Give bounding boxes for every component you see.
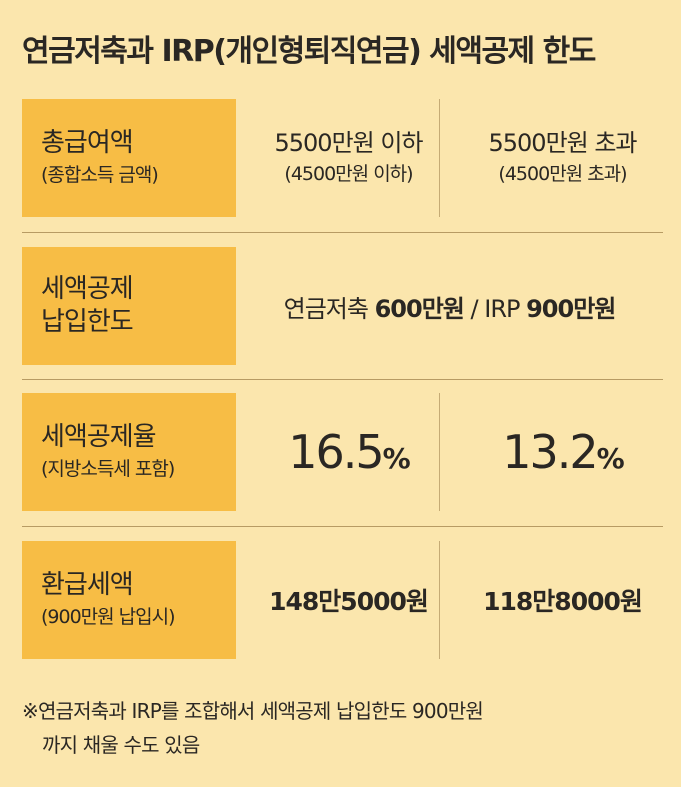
row-label-main: 총급여액 <box>41 127 134 158</box>
footnote-line-1: ※연금저축과 IRP를 조합해서 세액공제 납입한도 900만원 <box>22 699 484 723</box>
pension-label: 연금저축 <box>283 294 369 323</box>
income-high-main: 5500만원 초과 <box>488 129 637 157</box>
rate-cell-low: 16.5% <box>236 393 461 511</box>
rate-low-number: 16.5 <box>288 425 384 479</box>
row-label-limit: 세액공제 납입한도 <box>22 247 236 365</box>
column-divider <box>439 541 440 659</box>
row-label-income: 총급여액 (종합소득 금액) <box>22 99 236 217</box>
rate-high-unit: % <box>596 442 625 475</box>
irp-label: IRP <box>484 294 520 323</box>
refund-cell-high: 118만8000원 <box>462 541 663 659</box>
rate-high-number: 13.2 <box>502 425 598 479</box>
row-label-sub: (900만원 납입시) <box>41 605 176 628</box>
refund-low-value: 148만5000원 <box>269 587 429 616</box>
column-divider <box>439 393 440 511</box>
income-cell-low: 5500만원 이하 (4500만원 이하) <box>236 99 461 217</box>
rate-low-unit: % <box>382 442 411 475</box>
row-label-main: 환급세액 <box>41 569 134 600</box>
rate-high-value: 13.2% <box>502 425 625 479</box>
page-title: 연금저축과 IRP(개인형퇴직연금) 세액공제 한도 <box>22 34 596 69</box>
table-row-rate: 세액공제율 (지방소득세 포함) 16.5% 13.2% <box>22 393 663 511</box>
income-cell-high: 5500만원 초과 (4500만원 초과) <box>462 99 663 217</box>
rate-cell-high: 13.2% <box>462 393 663 511</box>
rate-low-value: 16.5% <box>288 425 411 479</box>
row-divider <box>22 526 663 527</box>
row-divider <box>22 379 663 380</box>
row-label-main: 세액공제율 <box>41 421 157 452</box>
table-row-limit: 세액공제 납입한도 연금저축 600만원 / IRP 900만원 <box>22 247 663 365</box>
irp-limit-value: 900만원 <box>526 294 616 323</box>
row-label-rate: 세액공제율 (지방소득세 포함) <box>22 393 236 511</box>
column-divider <box>439 99 440 217</box>
limit-separator: / <box>470 294 479 323</box>
row-label-sub: (종합소득 금액) <box>41 163 159 186</box>
refund-high-value: 118만8000원 <box>483 587 643 616</box>
row-label-line1: 세액공제 <box>41 274 134 304</box>
income-low-main: 5500만원 이하 <box>274 129 423 157</box>
row-divider <box>22 232 663 233</box>
income-low-sub: (4500만원 이하) <box>284 163 413 185</box>
row-label-refund: 환급세액 (900만원 납입시) <box>22 541 236 659</box>
row-label-line2: 납입한도 <box>41 307 134 337</box>
limit-value-line: 연금저축 600만원 / IRP 900만원 <box>283 289 617 324</box>
table-row-income: 총급여액 (종합소득 금액) 5500만원 이하 (4500만원 이하) 550… <box>22 99 663 217</box>
table-row-refund: 환급세액 (900만원 납입시) 148만5000원 118만8000원 <box>22 541 663 659</box>
row-label-sub: (지방소득세 포함) <box>41 457 175 480</box>
pension-limit-value: 600만원 <box>374 294 465 323</box>
limit-cell: 연금저축 600만원 / IRP 900만원 <box>236 247 663 365</box>
refund-cell-low: 148만5000원 <box>236 541 461 659</box>
footnote-line-2: 까지 채울 수도 있음 <box>42 733 200 757</box>
income-high-sub: (4500만원 초과) <box>498 163 627 185</box>
footnote: ※연금저축과 IRP를 조합해서 세액공제 납입한도 900만원 까지 채울 수… <box>22 694 662 762</box>
